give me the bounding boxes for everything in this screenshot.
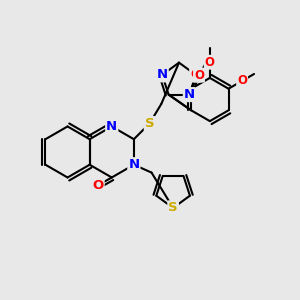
Text: N: N xyxy=(184,88,195,101)
Text: O: O xyxy=(237,74,247,87)
Text: S: S xyxy=(168,201,178,214)
Text: N: N xyxy=(157,68,168,81)
Text: O: O xyxy=(205,56,215,69)
Text: O: O xyxy=(194,69,204,82)
Text: N: N xyxy=(128,158,140,171)
Text: N: N xyxy=(106,120,117,133)
Text: O: O xyxy=(190,68,201,81)
Text: S: S xyxy=(145,117,154,130)
Text: O: O xyxy=(92,179,104,192)
